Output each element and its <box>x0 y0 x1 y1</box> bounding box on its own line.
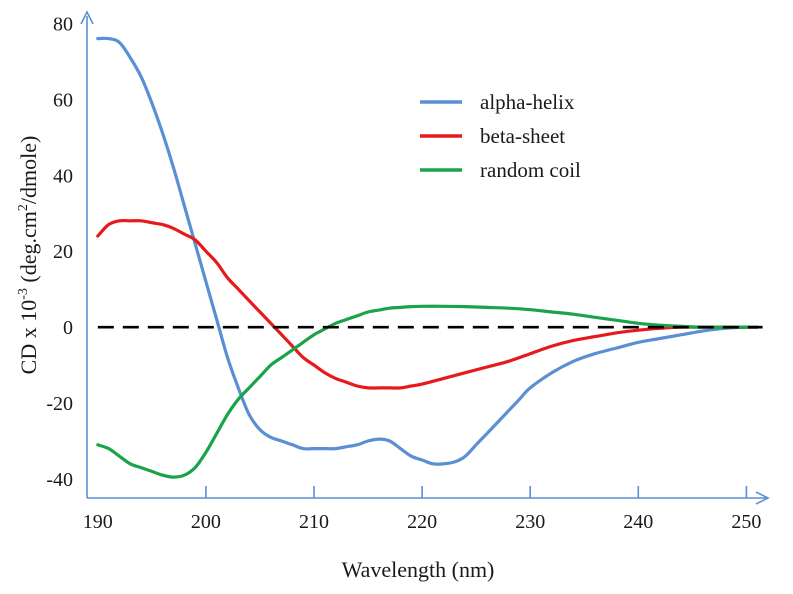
x-tick-label-240: 240 <box>623 511 653 533</box>
axes-layer <box>80 10 770 505</box>
x-tick-label-190: 190 <box>83 511 113 533</box>
series-layer <box>96 36 763 479</box>
y-axis-title-exponent: -3 <box>16 288 31 300</box>
x-tick-label-230: 230 <box>515 511 545 533</box>
y-tick-label--20: -20 <box>46 393 73 415</box>
legend-label-beta-sheet: beta-sheet <box>480 124 565 148</box>
y-axis-arrow <box>80 10 94 25</box>
x-tick-label-210: 210 <box>299 511 329 533</box>
ticks-layer: 190 200 210 220 230 240 250 -40 -20 0 20 40 60 80 <box>46 13 761 533</box>
legend: alpha-helix beta-sheet random coil <box>420 90 581 182</box>
x-tick-label-220: 220 <box>407 511 437 533</box>
y-tick-label-40: 40 <box>53 165 73 187</box>
legend-label-alpha-helix: alpha-helix <box>480 90 575 114</box>
y-axis-title-middle: (deg.cm <box>16 211 41 288</box>
series-line-alpha-helix <box>96 36 759 466</box>
legend-label-random-coil: random coil <box>480 158 581 182</box>
y-axis-title-suffix: /dmole) <box>16 136 41 204</box>
y-tick-label--40: -40 <box>46 469 73 491</box>
series-line-random-coil <box>96 304 759 479</box>
x-axis-arrow <box>755 491 770 505</box>
y-axis-title: CD x 10-3 (deg.cm2/dmole) <box>16 136 41 375</box>
x-tick-label-200: 200 <box>191 511 221 533</box>
x-axis-title: Wavelength (nm) <box>342 557 495 582</box>
y-axis-title-squared: 2 <box>16 204 31 211</box>
y-tick-label-60: 60 <box>53 89 73 111</box>
series-line-beta-sheet <box>96 218 759 390</box>
y-tick-label-20: 20 <box>53 241 73 263</box>
y-tick-label-0: 0 <box>63 317 73 339</box>
y-axis-title-prefix: CD x 10 <box>16 300 41 375</box>
y-tick-label-80: 80 <box>53 13 73 35</box>
x-tick-label-250: 250 <box>731 511 761 533</box>
